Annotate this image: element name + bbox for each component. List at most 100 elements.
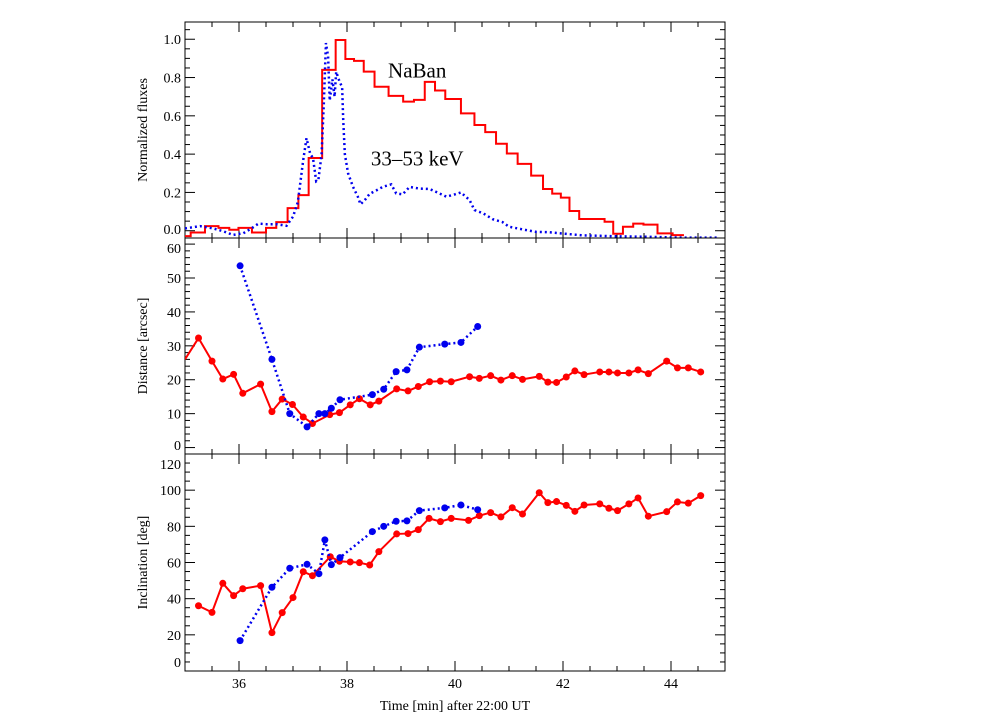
data-point-red xyxy=(673,498,681,506)
y-tick-label: 100 xyxy=(160,484,181,499)
data-point-red xyxy=(268,629,276,637)
data-point-red xyxy=(219,375,227,383)
data-point-blue xyxy=(392,368,400,376)
data-point-blue xyxy=(474,323,482,331)
data-point-blue xyxy=(415,343,423,351)
data-point-red xyxy=(553,378,561,386)
data-point-red xyxy=(208,357,216,365)
y-tick-label: 60 xyxy=(167,242,181,257)
data-point-red xyxy=(436,518,444,526)
data-point-red xyxy=(404,387,412,395)
y-tick-label: 40 xyxy=(167,306,181,321)
data-point-red xyxy=(257,582,265,590)
data-point-blue xyxy=(286,564,294,572)
data-point-blue xyxy=(403,517,411,525)
data-point-red xyxy=(366,401,374,409)
data-point-red xyxy=(508,372,516,380)
data-point-red xyxy=(219,579,227,587)
data-point-red xyxy=(414,383,422,391)
data-point-red xyxy=(535,372,543,380)
annotation-label: NaBan xyxy=(388,59,447,83)
data-point-red xyxy=(562,501,570,509)
series-group xyxy=(185,262,705,431)
data-point-red xyxy=(596,368,604,376)
data-point-red xyxy=(475,512,483,520)
data-point-red xyxy=(299,568,307,576)
data-point-red xyxy=(355,395,363,403)
data-point-red xyxy=(465,516,472,524)
data-point-red xyxy=(605,368,613,376)
data-point-red xyxy=(580,501,588,509)
data-point-red xyxy=(425,514,433,522)
y-tick-label: 80 xyxy=(167,520,181,535)
data-point-red xyxy=(278,609,286,617)
x-tick-label: 42 xyxy=(556,677,570,692)
data-point-red xyxy=(346,401,354,409)
data-point-red xyxy=(663,357,671,365)
data-point-red xyxy=(544,499,552,507)
data-point-red xyxy=(508,504,516,512)
data-point-blue xyxy=(303,423,311,431)
data-point-red xyxy=(487,372,495,380)
data-point-blue xyxy=(321,536,329,544)
data-point-red xyxy=(404,530,412,538)
data-point-red xyxy=(335,409,343,417)
y-tick-label: 0.8 xyxy=(164,72,182,87)
panel-inclination: 36 38 40 42 44 0 20 40 60 80 100 120 Inclination [de… xyxy=(136,453,726,692)
data-point-red xyxy=(346,558,354,566)
y-tick-label: 0.2 xyxy=(164,186,182,201)
y-tick-label: 1.0 xyxy=(164,33,182,48)
data-point-red xyxy=(497,376,505,384)
data-point-blue xyxy=(336,396,344,404)
data-point-blue xyxy=(336,554,344,562)
x-tick-label: 36 xyxy=(232,677,246,692)
data-point-red xyxy=(393,385,401,393)
data-point-red xyxy=(195,602,202,610)
y-tick-label: 0.4 xyxy=(164,148,182,163)
data-point-blue xyxy=(403,366,411,374)
data-point-red xyxy=(268,408,276,416)
data-point-blue xyxy=(457,338,465,346)
annotation-label: 33–53 keV xyxy=(371,147,464,171)
data-point-red xyxy=(239,585,247,593)
y-tick-label: 60 xyxy=(167,557,181,572)
data-point-red xyxy=(230,370,238,378)
data-point-red xyxy=(625,369,633,377)
data-point-blue xyxy=(303,560,311,568)
data-point-red xyxy=(663,508,671,516)
series-line-33-53-keV xyxy=(185,42,720,238)
data-point-red xyxy=(605,504,613,512)
data-point-red xyxy=(447,378,455,386)
data-point-blue xyxy=(321,410,329,418)
panel-distance: 0 10 20 30 40 50 60 Distance [arcsec] xyxy=(136,237,726,455)
data-point-red xyxy=(195,334,202,342)
y-tick-label: 0.6 xyxy=(164,110,182,125)
data-point-red xyxy=(487,509,495,517)
data-point-red xyxy=(684,499,692,507)
data-point-red xyxy=(697,368,705,376)
data-point-blue xyxy=(268,583,276,591)
series-line-blue xyxy=(238,265,479,429)
series-line-blue xyxy=(239,503,479,642)
x-axis-title: Time [min] after 22:00 UT xyxy=(380,699,531,714)
data-point-red xyxy=(426,378,434,386)
y-tick-label: 0.0 xyxy=(164,223,182,238)
panels: 0.0 0.2 0.4 0.6 0.8 1.0 Normalized fluxes NaBan… xyxy=(136,21,726,692)
data-point-red xyxy=(497,513,505,521)
data-point-blue xyxy=(368,528,376,536)
data-point-red xyxy=(553,498,561,506)
data-point-red xyxy=(644,370,652,378)
data-point-red xyxy=(278,395,286,403)
data-point-red xyxy=(614,369,622,377)
data-point-blue xyxy=(441,504,449,512)
y-tick-label: 50 xyxy=(167,272,181,287)
data-point-red xyxy=(308,572,316,580)
data-point-red xyxy=(519,375,526,383)
data-point-red xyxy=(634,366,642,374)
y-tick-label: 20 xyxy=(167,629,181,644)
data-point-red xyxy=(289,594,297,602)
series-line-red xyxy=(185,336,702,425)
data-point-red xyxy=(625,500,633,508)
plot-frame xyxy=(184,453,726,672)
